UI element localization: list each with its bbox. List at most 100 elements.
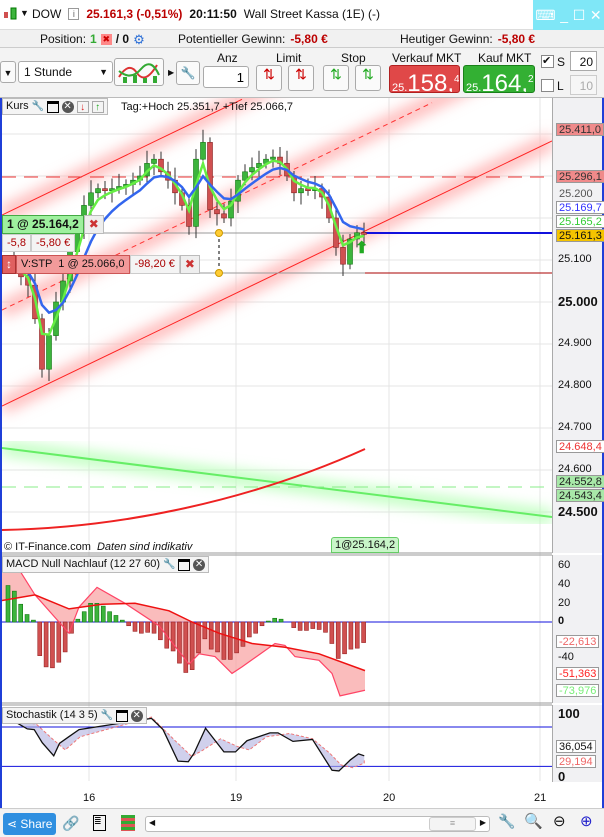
arrow-up-green-icon[interactable]: ↑ — [91, 100, 104, 113]
info-icon[interactable]: i — [68, 8, 80, 20]
keyboard-icon[interactable]: ⌨ — [535, 6, 556, 23]
candlestick-icon[interactable] — [3, 6, 17, 22]
symbol[interactable]: DOW — [32, 7, 62, 21]
macd-bar — [24, 614, 30, 623]
wrench-icon[interactable]: 🔧 — [100, 709, 114, 721]
timeframe-value: 1 Stunde — [24, 65, 73, 79]
chart-settings-icon[interactable]: 🔧 — [498, 813, 516, 829]
l-checkbox[interactable] — [541, 79, 554, 92]
scrollbar-thumb[interactable]: ≡ — [429, 817, 476, 831]
chart-canvas[interactable] — [2, 98, 552, 781]
stop-order-row: ↕ V:STP 1 @ 25.066,0 -98,20 € ✖ — [2, 255, 200, 274]
timeframe-select[interactable]: 1 Stunde ▼ — [18, 61, 113, 83]
expand-arrow-icon[interactable]: ▶ — [168, 68, 175, 77]
macd-bar — [354, 621, 360, 649]
window-icon[interactable] — [178, 558, 191, 571]
macd-axis-tick: 40 — [558, 578, 571, 590]
minimize-icon[interactable]: _ — [560, 7, 569, 23]
candle — [186, 205, 192, 227]
l-input[interactable]: 10 — [570, 75, 597, 95]
scroll-right-icon[interactable]: ▶ — [479, 818, 486, 827]
close-circle-icon[interactable]: ✕ — [130, 709, 143, 722]
quantity-input[interactable] — [203, 66, 249, 88]
macd-bar — [221, 621, 227, 660]
macd-bar — [132, 621, 138, 632]
macd-bar — [120, 619, 125, 623]
macd-fill — [2, 563, 365, 696]
macd-bar — [310, 621, 316, 629]
gears-icon[interactable]: ⚙ — [133, 31, 145, 47]
close-position-icon[interactable]: ✖ — [100, 33, 112, 45]
orders-count: / 0 — [115, 32, 130, 46]
window-controls: ⌨ _ ☐ ✕ — [533, 0, 604, 30]
macd-signal-line — [2, 594, 366, 672]
stoch-axis-tick: 0 — [558, 769, 566, 784]
stop-buy-button[interactable]: ⇅ — [323, 65, 349, 91]
settings-wrench-button[interactable]: 🔧 — [176, 61, 200, 85]
position-tag-row: 1 @ 25.164,2 ✖ — [2, 215, 104, 234]
close-icon[interactable]: ✕ — [589, 6, 602, 23]
window-icon[interactable] — [46, 100, 59, 113]
position-label: Position: — [40, 32, 87, 46]
limit-sell-button[interactable]: ⇅ — [288, 65, 314, 91]
candle — [298, 188, 304, 194]
s-input[interactable]: 20 — [570, 51, 597, 71]
sell-label: Verkauf MKT — [392, 51, 462, 65]
stop-pl: -98,20 € — [129, 255, 180, 274]
limit-buy-button[interactable]: ⇅ — [256, 65, 282, 91]
scroll-left-icon[interactable]: ◀ — [149, 818, 156, 827]
zoom-out-icon[interactable]: ⊖ — [553, 813, 566, 830]
trading-toolbar: ▼ 1 Stunde ▼ ▶ 🔧 Anz Limit ⇅ ⇅ Stop ⇅ ⇅ V… — [0, 48, 604, 98]
copyright: © IT-Finance.com — [4, 541, 91, 553]
sell-market-button[interactable]: 25.158,4 — [389, 65, 460, 93]
candle — [39, 318, 45, 370]
macd-bar — [62, 621, 68, 653]
close-position-button[interactable]: ✖ — [83, 215, 104, 234]
candle — [361, 232, 367, 235]
stop-order-tag[interactable]: V:STP 1 @ 25.066,0 — [16, 255, 130, 274]
orderbook-icon[interactable] — [121, 815, 135, 831]
stoch-legend: Stochastik (14 3 5) 🔧 ✕ — [2, 707, 147, 724]
macd-axis-tick: -40 — [558, 651, 574, 663]
macd-bar — [12, 590, 17, 623]
drag-stop-handle[interactable]: ↕ — [2, 255, 16, 274]
price-tag: 25.161,3 — [556, 229, 604, 242]
clock: 20:11:50 — [189, 7, 237, 21]
buy-market-button[interactable]: 25.164,2 — [463, 65, 535, 93]
candle — [340, 247, 346, 265]
price-change: 25.161,3 (-0,51%) — [86, 7, 183, 21]
macd-bar — [329, 621, 335, 644]
chart-type-dropdown[interactable]: ▼ — [0, 61, 16, 83]
symbol-dropdown-icon[interactable]: ▼ — [20, 8, 29, 18]
cancel-stop-button[interactable]: ✖ — [179, 255, 200, 274]
macd-bar — [215, 621, 220, 653]
macd-bar — [304, 621, 309, 631]
macd-bar — [75, 618, 81, 623]
s-checkbox[interactable]: ✔ — [541, 55, 554, 68]
title-bar: ▼ DOW i 25.161,3 (-0,51%) 20:11:50 Wall … — [0, 0, 604, 30]
share-button[interactable]: ⋖ Share — [3, 813, 56, 835]
maximize-icon[interactable]: ☐ — [572, 6, 586, 23]
report-icon[interactable]: ≣ — [93, 815, 106, 831]
indicators-button[interactable] — [114, 58, 164, 86]
close-circle-icon[interactable]: ✕ — [61, 100, 74, 113]
link-candles-icon[interactable]: 🔗 — [62, 815, 80, 831]
macd-bar — [43, 621, 49, 668]
auto-scale-icon[interactable]: 🔍 — [524, 813, 543, 830]
stop-sell-button[interactable]: ⇅ — [355, 65, 381, 91]
potential-gain-value: -5,80 € — [290, 32, 328, 46]
position-tag[interactable]: 1 @ 25.164,2 — [2, 215, 84, 234]
window-icon[interactable] — [115, 709, 128, 722]
wrench-icon[interactable]: 🔧 — [163, 558, 176, 570]
macd-bar — [145, 621, 150, 633]
close-circle-icon[interactable]: ✕ — [193, 558, 206, 571]
candle — [151, 158, 157, 164]
macd-value-tag: -73,976 — [556, 684, 600, 697]
channel-upper — [2, 98, 243, 216]
horizontal-scrollbar[interactable]: ◀ ≡ ▶ — [145, 816, 490, 832]
macd-line — [2, 562, 366, 697]
zoom-in-icon[interactable]: ⊕ — [580, 813, 593, 830]
arrow-down-red-icon[interactable]: ↓ — [76, 100, 89, 113]
wrench-icon[interactable]: 🔧 — [31, 100, 45, 112]
buy-label: Kauf MKT — [478, 51, 532, 65]
